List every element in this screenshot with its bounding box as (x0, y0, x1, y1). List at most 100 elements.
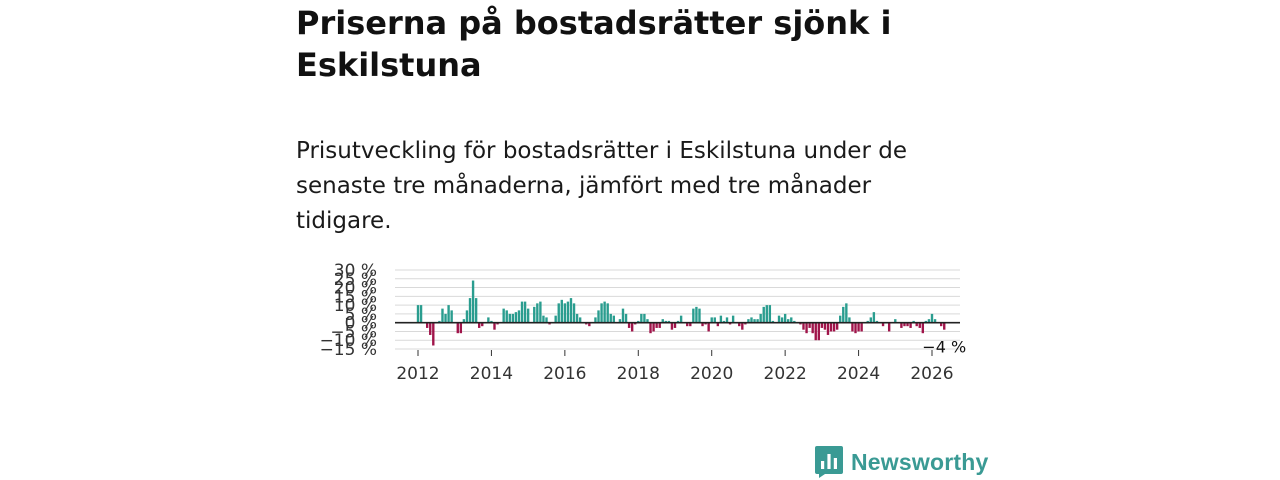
bar (471, 280, 475, 323)
bar (719, 315, 723, 323)
brand-name: Newsworthy (851, 448, 989, 475)
bar (790, 317, 793, 323)
bar (918, 322, 921, 328)
bar (557, 303, 560, 323)
bar (517, 310, 521, 323)
bar (695, 306, 698, 323)
bar (588, 322, 591, 327)
bar (759, 313, 762, 323)
bar (606, 303, 609, 323)
bar (508, 313, 511, 323)
bar (869, 317, 873, 323)
bar (707, 322, 710, 332)
bar (939, 322, 943, 327)
y-tick-label: 25 % (334, 270, 377, 290)
bar (933, 319, 937, 323)
y-axis: −15 %−10 %−5 %0 %5 %10 %15 %20 %25 %30 % (320, 261, 377, 360)
bar (805, 322, 808, 334)
bar (554, 315, 557, 323)
gridlines (395, 269, 960, 350)
bar (924, 320, 928, 323)
bar (787, 319, 790, 323)
bar (686, 322, 689, 327)
bar (447, 305, 450, 323)
bar (900, 322, 903, 328)
bar (875, 320, 879, 323)
bar (545, 317, 548, 323)
bar (689, 322, 692, 327)
y-tick-label: 5 % (345, 305, 377, 325)
bar (667, 320, 671, 323)
bar (811, 322, 814, 334)
bar (909, 322, 912, 328)
bar (839, 315, 842, 323)
bar (459, 322, 463, 334)
bar (845, 303, 848, 323)
bar (851, 322, 854, 332)
bar (832, 322, 836, 332)
bar (425, 322, 429, 328)
bar (585, 322, 588, 325)
bar (624, 313, 628, 323)
bar (597, 310, 600, 323)
bar (777, 315, 781, 323)
x-tick-label: 2024 (837, 364, 880, 384)
y-tick-label: 0 % (345, 314, 377, 334)
bar (416, 305, 420, 323)
bar (701, 322, 704, 327)
bar (842, 306, 845, 323)
x-tick-label: 2020 (690, 364, 733, 384)
bar (634, 322, 637, 325)
bar (820, 322, 824, 328)
bar (762, 306, 765, 323)
chart-title: Priserna på bostadsrätter sjönk i Eskils… (296, 4, 892, 84)
bar (692, 308, 695, 323)
bar (652, 322, 655, 332)
bar (930, 313, 934, 323)
bar (646, 319, 649, 323)
bar (731, 315, 735, 323)
bar (640, 313, 643, 323)
bar (915, 322, 918, 327)
bar (630, 322, 634, 332)
bar (921, 322, 925, 334)
last-value-annotation: −4 % (922, 338, 966, 357)
newsworthy-logo[interactable]: Newsworthy (815, 446, 988, 478)
bar (438, 320, 441, 323)
bar (756, 319, 759, 323)
y-tick-label: −5 % (330, 322, 377, 342)
bar (817, 322, 820, 341)
x-axis: 2012 2014 2016 2018 2020 2022 2024 2026 (396, 350, 954, 384)
bar (627, 322, 631, 328)
bar (753, 319, 756, 323)
bar (474, 298, 478, 323)
bar (704, 322, 707, 325)
x-tick-label: 2018 (617, 364, 660, 384)
bar (750, 317, 753, 323)
bar (536, 303, 539, 323)
bar (823, 322, 827, 330)
x-tick-label: 2016 (543, 364, 586, 384)
bar (894, 319, 897, 323)
bar (572, 303, 576, 323)
y-tick-label: −15 % (320, 340, 377, 360)
bar (673, 322, 677, 328)
bar (496, 322, 499, 325)
bar (560, 299, 563, 323)
bar (676, 320, 680, 323)
bar (741, 322, 744, 330)
bar (768, 305, 772, 323)
bar (468, 298, 472, 323)
bar (655, 322, 658, 328)
bar (943, 322, 946, 330)
bar (542, 315, 545, 323)
bar (744, 322, 747, 325)
bar (649, 322, 652, 334)
bar (429, 322, 432, 335)
bar (808, 322, 811, 328)
bar (493, 322, 496, 330)
bar (765, 305, 768, 323)
bar (609, 313, 612, 323)
bar (548, 322, 551, 325)
bar (710, 317, 713, 323)
